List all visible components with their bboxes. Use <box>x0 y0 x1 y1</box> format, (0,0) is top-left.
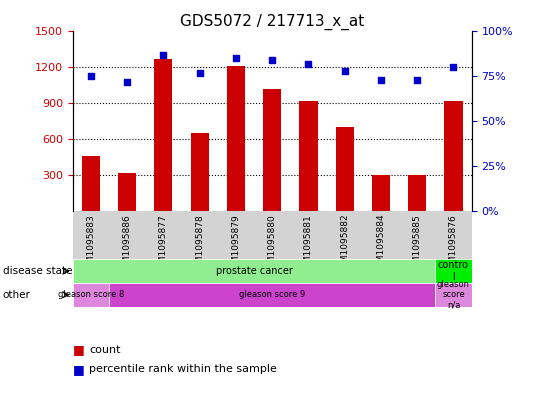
Text: contro
l: contro l <box>438 260 469 282</box>
Text: gleason score 9: gleason score 9 <box>239 290 305 299</box>
Text: gleason score 8: gleason score 8 <box>58 290 124 299</box>
Point <box>123 79 132 85</box>
Text: GSM1095880: GSM1095880 <box>268 214 277 275</box>
Text: GSM1095881: GSM1095881 <box>304 214 313 275</box>
Text: GSM1095883: GSM1095883 <box>86 214 95 275</box>
Point <box>268 57 277 63</box>
Text: GSM1095879: GSM1095879 <box>231 214 240 275</box>
Point <box>232 55 240 62</box>
Bar <box>73 283 109 307</box>
Bar <box>263 89 281 211</box>
Bar <box>336 127 354 211</box>
Text: gleason
score
n/a: gleason score n/a <box>437 280 470 310</box>
Text: ■: ■ <box>73 343 85 356</box>
Bar <box>436 259 472 283</box>
Text: count: count <box>89 345 120 355</box>
Point <box>159 52 168 58</box>
Point <box>341 68 349 74</box>
Bar <box>372 175 390 211</box>
Point <box>449 64 458 71</box>
Text: GSM1095885: GSM1095885 <box>413 214 421 275</box>
Bar <box>118 173 136 211</box>
Bar <box>408 175 426 211</box>
Text: ■: ■ <box>73 363 85 376</box>
Bar <box>191 134 209 211</box>
Text: prostate cancer: prostate cancer <box>216 266 293 276</box>
Point <box>413 77 421 83</box>
Text: GSM1095884: GSM1095884 <box>376 214 385 274</box>
Point <box>87 73 95 80</box>
Title: GDS5072 / 217713_x_at: GDS5072 / 217713_x_at <box>180 14 364 30</box>
Bar <box>436 283 472 307</box>
Text: GSM1095877: GSM1095877 <box>159 214 168 275</box>
Text: GSM1095886: GSM1095886 <box>123 214 132 275</box>
Point <box>304 61 313 67</box>
Text: percentile rank within the sample: percentile rank within the sample <box>89 364 277 375</box>
Text: GSM1095876: GSM1095876 <box>449 214 458 275</box>
Text: GSM1095878: GSM1095878 <box>195 214 204 275</box>
Bar <box>299 101 317 211</box>
Bar <box>445 101 462 211</box>
Point <box>377 77 385 83</box>
Text: GSM1095882: GSM1095882 <box>340 214 349 274</box>
Point <box>195 70 204 76</box>
Bar <box>227 66 245 211</box>
Bar <box>109 283 436 307</box>
Text: disease state: disease state <box>3 266 72 276</box>
Bar <box>82 156 100 211</box>
Bar <box>154 59 172 211</box>
Text: other: other <box>3 290 31 300</box>
